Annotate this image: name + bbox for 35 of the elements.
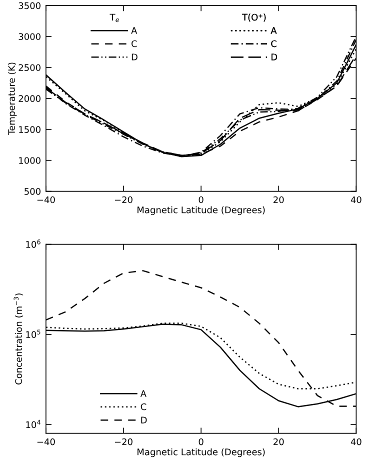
y-tick-label: 2500 bbox=[18, 64, 40, 72]
x-tick-label: −40 bbox=[37, 438, 55, 446]
x-axis-title: Magnetic Latitude (Degrees) bbox=[138, 448, 265, 458]
legend-label: D bbox=[132, 54, 138, 60]
y-tick-label: 10$^{6}$ bbox=[26, 240, 40, 248]
annotation: T$_{e}$ bbox=[110, 14, 119, 22]
x-axis-title: Magnetic Latitude (Degrees) bbox=[138, 206, 265, 216]
y-tick-label: 1500 bbox=[19, 126, 40, 133]
legend-label: D bbox=[272, 54, 278, 60]
y-tick-label: 10$^{4}$ bbox=[26, 420, 40, 428]
x-tick-label: −20 bbox=[114, 438, 132, 446]
x-tick-label: 0 bbox=[198, 196, 204, 204]
legend-label: D bbox=[141, 416, 147, 424]
y-tick-label: 3500 bbox=[18, 2, 40, 10]
x-tick-label: 20 bbox=[274, 438, 284, 446]
x-tick-label: −40 bbox=[37, 196, 55, 204]
legend-label: C bbox=[132, 40, 137, 48]
x-tick-label: 0 bbox=[198, 438, 204, 446]
y-tick-label: 1000 bbox=[19, 157, 40, 164]
legend-label: A bbox=[140, 390, 146, 397]
y-axis-title: Temperature (K) bbox=[8, 62, 17, 135]
legend-label: A bbox=[131, 27, 138, 34]
y-tick-label: 2000 bbox=[18, 95, 40, 102]
x-tick-label: 20 bbox=[274, 196, 284, 204]
x-tick-label: −20 bbox=[114, 196, 132, 204]
annotation: T(O⁺) bbox=[242, 14, 266, 22]
legend-label: A bbox=[270, 27, 277, 34]
y-tick-label: 3000 bbox=[18, 33, 40, 40]
legend-label: C bbox=[271, 40, 276, 48]
x-tick-label: 40 bbox=[350, 438, 362, 446]
y-tick-label: 10$^{5}$ bbox=[26, 330, 40, 338]
legend-label: C bbox=[140, 403, 146, 410]
y-axis-title: Concentration (m$^{−3}$) bbox=[14, 294, 24, 384]
x-tick-label: 40 bbox=[350, 196, 362, 204]
y-tick-label: 500 bbox=[24, 188, 40, 195]
